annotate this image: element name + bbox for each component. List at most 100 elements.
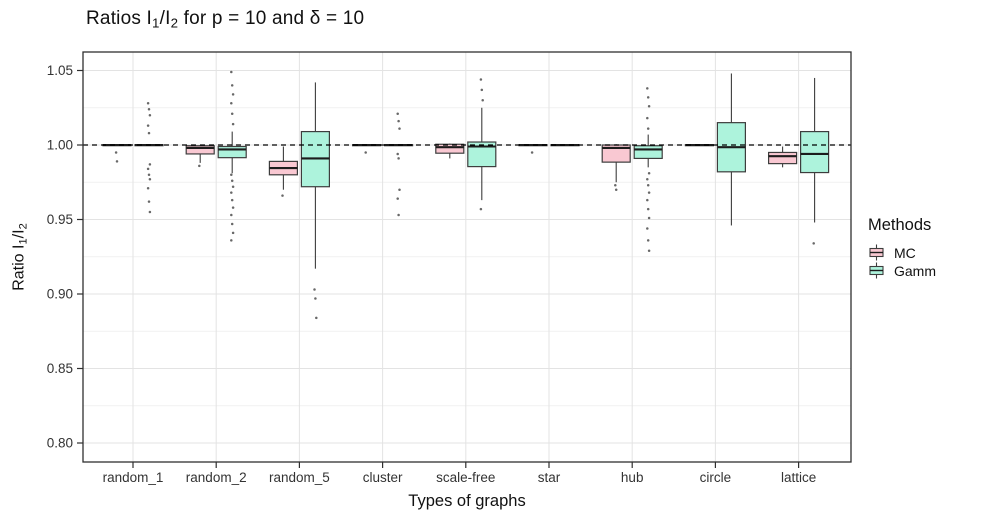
y-axis-title: Ratio I1/I2 bbox=[10, 223, 29, 291]
boxplot-box bbox=[185, 145, 215, 155]
legend-item-gamm: Gamm bbox=[868, 262, 936, 279]
outlier-dot bbox=[230, 112, 234, 115]
outlier-dot bbox=[812, 242, 815, 245]
outlier-dot bbox=[146, 167, 150, 171]
plot-title: Ratios I1/I2 for p = 10 and δ = 10 bbox=[86, 8, 364, 31]
outlier-dot bbox=[148, 163, 152, 166]
y-title-subscript-2: 2 bbox=[17, 223, 30, 230]
outlier-dot bbox=[148, 113, 152, 117]
outlier-dot bbox=[396, 112, 399, 115]
outlier-dot bbox=[230, 84, 234, 87]
title-subscript-2: 2 bbox=[170, 15, 179, 31]
outlier-dot bbox=[479, 207, 483, 211]
y-title-subscript-1: 1 bbox=[17, 238, 30, 245]
y-tick-label: 1.00 bbox=[47, 138, 73, 153]
outlier-dot bbox=[396, 197, 399, 200]
outlier-dot bbox=[481, 99, 484, 102]
outlier-dot bbox=[398, 188, 401, 191]
y-tick-label: 0.90 bbox=[47, 287, 73, 302]
outlier-dot bbox=[231, 93, 235, 96]
outlier-dot bbox=[198, 164, 201, 168]
outlier-dot bbox=[479, 78, 483, 81]
outlier-dot bbox=[115, 160, 119, 163]
outlier-dot bbox=[398, 127, 401, 130]
outlier-dot bbox=[397, 157, 400, 160]
outlier-dot bbox=[231, 231, 235, 235]
outlier-dot bbox=[364, 151, 367, 154]
outlier-dot bbox=[397, 213, 400, 217]
boxplot-box bbox=[767, 151, 798, 165]
outlier-dot bbox=[396, 152, 399, 156]
outlier-dot bbox=[281, 194, 284, 197]
outlier-dot bbox=[230, 102, 233, 105]
boxplot-box bbox=[633, 145, 663, 160]
outlier-dot bbox=[646, 178, 649, 181]
outlier-dot bbox=[231, 206, 235, 209]
outlier-dot bbox=[231, 185, 235, 188]
y-tick-label: 0.95 bbox=[47, 212, 73, 227]
outlier-dot bbox=[647, 249, 651, 253]
y-tick-label: 0.85 bbox=[47, 361, 73, 376]
x-tick-label: lattice bbox=[781, 470, 816, 485]
x-tick-label: scale-free bbox=[436, 470, 495, 485]
y-title-text-1: Ratio I bbox=[10, 244, 28, 291]
x-tick-label: hub bbox=[621, 470, 644, 485]
legend-label-mc: MC bbox=[894, 244, 916, 261]
outlier-dot bbox=[646, 127, 650, 130]
title-subscript-1: 1 bbox=[152, 15, 160, 31]
outlier-dot bbox=[146, 124, 150, 127]
legend-title: Methods bbox=[868, 216, 932, 234]
outlier-dot bbox=[646, 183, 650, 187]
outlier-dot bbox=[147, 131, 151, 135]
x-tick-label: cluster bbox=[363, 470, 403, 485]
outlier-dot bbox=[614, 183, 617, 187]
title-text-3: for p = 10 and δ = 10 bbox=[178, 8, 365, 29]
outlier-dot bbox=[480, 88, 484, 92]
boxplot-key-gamm-icon bbox=[869, 262, 884, 279]
outlier-dot bbox=[147, 200, 151, 203]
outlier-dot bbox=[647, 191, 651, 194]
title-text-1: Ratios I bbox=[86, 8, 153, 29]
outlier-dot bbox=[230, 191, 233, 194]
outlier-dot bbox=[231, 122, 235, 126]
outlier-dot bbox=[646, 96, 650, 99]
boxplot-box bbox=[799, 130, 830, 174]
outlier-dot bbox=[646, 227, 649, 230]
outlier-dot bbox=[646, 207, 650, 211]
legend-item-mc: MC bbox=[868, 244, 936, 261]
outlier-dot bbox=[148, 210, 152, 214]
x-axis-title: Types of graphs bbox=[408, 492, 526, 510]
outlier-dot bbox=[647, 216, 651, 220]
x-tick-label: random_1 bbox=[103, 470, 164, 485]
x-tick-label: random_5 bbox=[269, 470, 330, 485]
outlier-dot bbox=[230, 70, 233, 74]
legend: Methods MC Gamm bbox=[868, 216, 936, 280]
outlier-dot bbox=[647, 172, 651, 175]
x-tick-label: random_2 bbox=[186, 470, 247, 485]
outlier-dot bbox=[614, 188, 618, 191]
x-tick-label: circle bbox=[700, 470, 732, 485]
outlier-dot bbox=[147, 107, 151, 111]
outlier-dot bbox=[646, 116, 649, 120]
outlier-dot bbox=[397, 119, 400, 123]
outlier-dot bbox=[230, 173, 233, 177]
outlier-dot bbox=[646, 239, 650, 242]
y-tick-label: 0.80 bbox=[47, 436, 73, 451]
outlier-dot bbox=[230, 222, 234, 226]
y-title-text-2: /I bbox=[10, 229, 28, 239]
outlier-dot bbox=[230, 213, 233, 217]
outlier-dot bbox=[646, 198, 649, 202]
outlier-dot bbox=[647, 105, 651, 108]
x-tick-label: star bbox=[538, 470, 561, 485]
outlier-dot bbox=[313, 288, 316, 291]
outlier-dot bbox=[147, 173, 151, 177]
outlier-dot bbox=[148, 178, 152, 181]
boxplot-box bbox=[217, 145, 247, 159]
outlier-dot bbox=[146, 102, 150, 105]
boxplot-key-mc-icon bbox=[869, 244, 884, 261]
title-text-2: /I bbox=[159, 8, 171, 29]
outlier-dot bbox=[230, 239, 233, 242]
outlier-dot bbox=[646, 87, 649, 90]
